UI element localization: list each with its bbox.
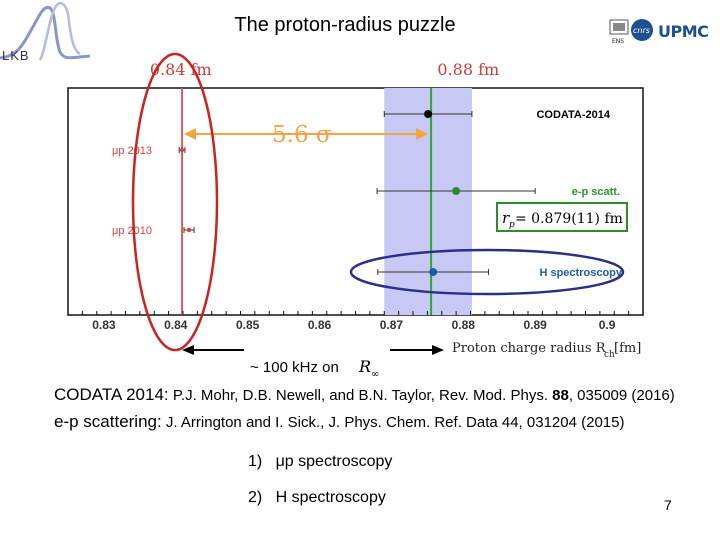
reference-label: CODATA 2014: <box>54 385 169 404</box>
x-tick-label: 0.88 <box>452 318 476 332</box>
x-axis-label: Proton charge radius R <box>452 341 607 356</box>
cnrs-logo: cnrs <box>631 19 653 41</box>
khz-arrow-head-left <box>182 345 194 355</box>
svg-text:UPMC: UPMC <box>658 22 708 41</box>
ep-result-subscript: p <box>509 220 515 230</box>
series-label: μp 2010 <box>112 225 152 237</box>
list-number: 1) <box>248 453 263 470</box>
ens-logo: ENS <box>609 19 629 45</box>
list-number: 2) <box>248 489 263 506</box>
reference-volume: 88 <box>552 387 569 404</box>
series-label: μp 2013 <box>112 145 152 157</box>
page-number: 7 <box>664 497 672 513</box>
rydberg-subscript: ∞ <box>371 369 379 380</box>
x-tick-label: 0.86 <box>308 318 332 332</box>
x-axis-label-subscript: ch <box>604 350 615 360</box>
list-item: 2) H spectroscopy <box>248 489 386 507</box>
reference-text: J. Arrington and I. Sick., J. Phys. Chem… <box>165 414 625 431</box>
highlight-ellipse-muonic <box>131 52 219 352</box>
svg-text:cnrs: cnrs <box>633 26 650 35</box>
x-tick-label: 0.83 <box>92 318 116 332</box>
ep-result-symbol: r <box>502 209 510 227</box>
data-point <box>179 147 185 153</box>
top-value-label: 0.88 fm <box>437 60 499 79</box>
list-text: μp spectroscopy <box>275 453 393 470</box>
khz-arrow-head-right <box>432 345 444 355</box>
x-axis-label-unit: [fm] <box>614 341 641 356</box>
list-item: 1) μp spectroscopy <box>248 453 392 471</box>
x-tick-label: 0.84 <box>164 318 188 332</box>
data-point <box>424 110 433 118</box>
data-point <box>429 268 438 276</box>
institution-logos: ENS cnrs UPMC <box>608 16 716 46</box>
plot-frame <box>67 87 644 316</box>
x-tick-label: 0.9 <box>599 318 616 332</box>
proton-radius-chart: 0.83 0.84 0.85 0.86 0.87 0.88 0.89 0.9 Proton ch… <box>67 52 644 380</box>
lkb-logo: LKB <box>0 0 91 72</box>
sigma-label: 5.6 σ <box>272 122 332 148</box>
slide-title: The proton-radius puzzle <box>234 14 456 36</box>
series-label: e-p scatt. <box>572 186 620 198</box>
series-label: CODATA-2014 <box>536 109 610 121</box>
reference-tail: , 035009 (2016) <box>568 387 675 404</box>
data-point <box>452 187 461 195</box>
sigma-arrow-head-left <box>184 128 197 140</box>
lkb-label: LKB <box>2 48 30 63</box>
series-label: H spectroscopy <box>539 267 622 279</box>
khz-annotation: ~ 100 kHz on <box>250 359 339 376</box>
lkb-wave-icon <box>0 2 91 61</box>
x-tick-label: 0.87 <box>380 318 404 332</box>
reference-text: P.J. Mohr, D.B. Newell, and B.N. Taylor,… <box>172 387 553 404</box>
reference-label: e-p scattering: <box>54 412 162 431</box>
upmc-logo: UPMC <box>658 22 709 41</box>
x-tick-label: 0.85 <box>236 318 260 332</box>
ep-result-text: = 0.879(11) fm <box>515 211 623 227</box>
reference-codata: CODATA 2014: P.J. Mohr, D.B. Newell, and… <box>54 385 675 405</box>
reference-ep-scattering: e-p scattering: J. Arrington and I. Sick… <box>54 412 624 432</box>
x-tick-label: 0.89 <box>524 318 548 332</box>
data-point <box>186 227 192 233</box>
svg-text:ENS: ENS <box>612 38 624 45</box>
codata-band <box>384 88 472 315</box>
ep-result-box <box>496 202 628 232</box>
highlight-ellipse-hydrogen <box>349 248 625 296</box>
sigma-arrow-head-right <box>416 128 429 140</box>
rydberg-symbol: R <box>358 357 371 376</box>
list-text: H spectroscopy <box>275 489 386 506</box>
